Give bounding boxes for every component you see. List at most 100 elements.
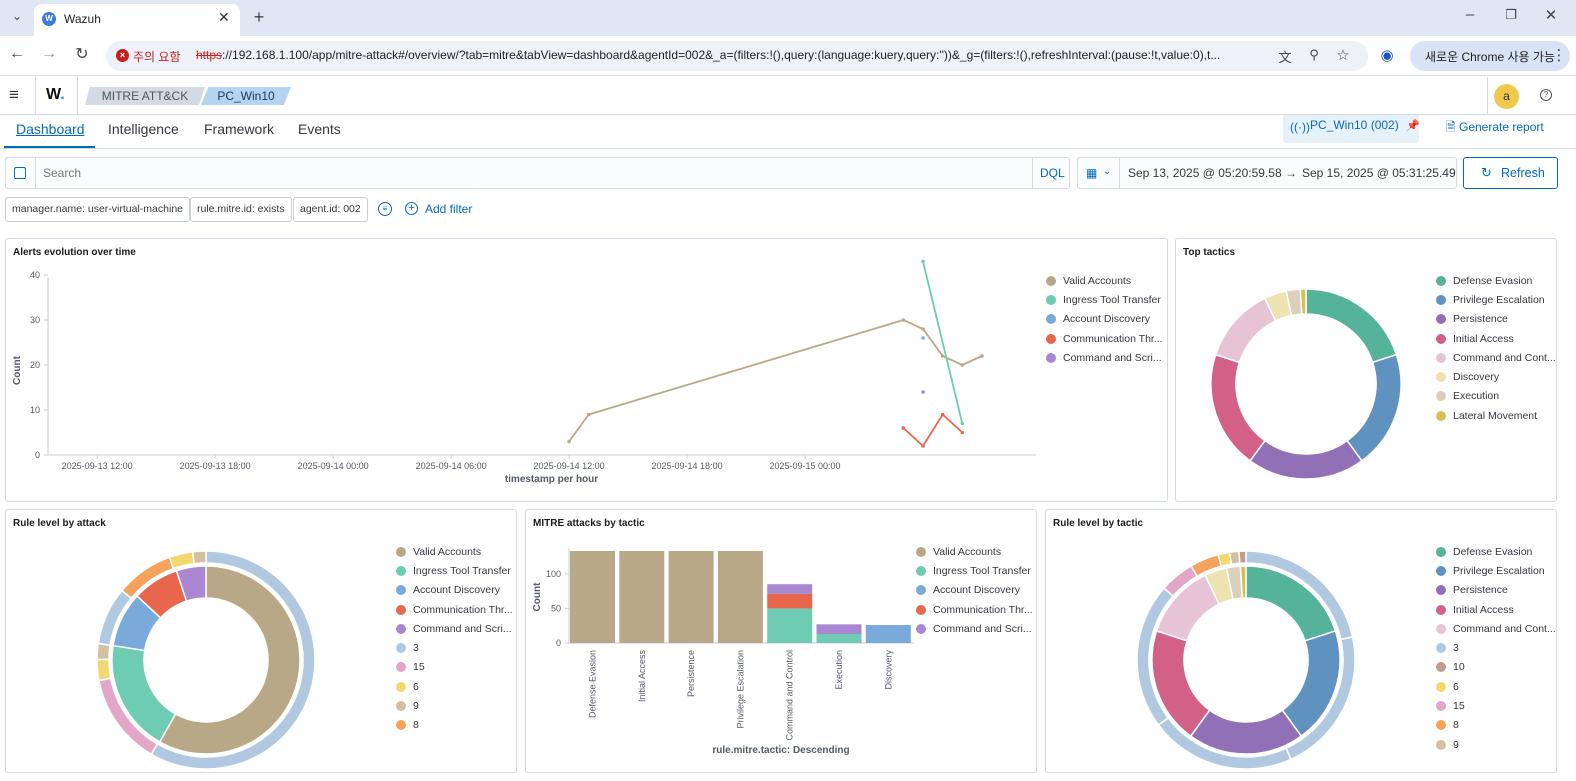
legend-item[interactable]: Privilege Escalation bbox=[1436, 561, 1556, 580]
legend-item[interactable]: 9 bbox=[1436, 735, 1556, 754]
legend-item[interactable]: Lateral Movement bbox=[1436, 406, 1556, 425]
legend-label: Account Discovery bbox=[413, 584, 500, 597]
window-close-icon[interactable]: ✕ bbox=[1544, 7, 1558, 24]
wazuh-logo[interactable]: W. bbox=[46, 86, 65, 103]
forward-icon[interactable]: → bbox=[41, 45, 57, 62]
add-filter-button[interactable]: Add filter bbox=[425, 202, 473, 216]
pin-icon[interactable]: 📌 bbox=[1406, 120, 1420, 132]
legend-item[interactable]: 9 bbox=[396, 696, 513, 715]
legend-item[interactable]: 6 bbox=[396, 677, 513, 696]
url-scheme: https bbox=[196, 48, 223, 62]
legend-item[interactable]: Command and Cont... bbox=[1436, 619, 1556, 638]
query-language-button[interactable]: DQL bbox=[1040, 166, 1065, 180]
legend-item[interactable]: Command and Scri... bbox=[1046, 348, 1163, 367]
legend-item[interactable]: Discovery bbox=[1436, 367, 1556, 386]
legend-item[interactable]: Command and Cont... bbox=[1436, 348, 1556, 367]
browser-tab[interactable]: W Wazuh ✕ bbox=[34, 4, 240, 36]
legend-item[interactable]: Account Discovery bbox=[396, 581, 513, 600]
bar-segment bbox=[816, 634, 862, 643]
tab-dashboard[interactable]: Dashboard bbox=[16, 121, 85, 137]
filter-pill-agent[interactable]: agent.id: 002 bbox=[293, 197, 368, 222]
legend-item[interactable]: Command and Scri... bbox=[916, 619, 1033, 638]
legend-item[interactable]: 8 bbox=[396, 716, 513, 735]
quick-menu-button[interactable]: ▦ ⌄ bbox=[1078, 158, 1120, 188]
legend-item[interactable]: Persistence bbox=[1436, 310, 1556, 329]
breadcrumb-mitre-attack[interactable]: MITRE ATT&CK bbox=[85, 87, 205, 105]
user-avatar[interactable]: a bbox=[1494, 84, 1519, 109]
browser-menu-icon[interactable]: ⋮ bbox=[1551, 47, 1567, 64]
legend-item[interactable]: Communication Thr... bbox=[916, 600, 1033, 619]
data-point bbox=[921, 444, 925, 448]
legend-item[interactable]: Execution bbox=[1436, 387, 1556, 406]
restore-icon[interactable]: ❐ bbox=[1505, 7, 1517, 22]
security-warning[interactable]: 주의 요함 bbox=[133, 50, 181, 64]
hamburger-menu-icon[interactable]: ≡ bbox=[9, 85, 19, 104]
new-tab-icon[interactable]: + bbox=[253, 7, 265, 27]
address-bar[interactable]: × 주의 요함 https://192.168.1.100/app/mitre-… bbox=[106, 41, 1368, 71]
legend-item[interactable]: Account Discovery bbox=[1046, 310, 1163, 329]
tab-intelligence[interactable]: Intelligence bbox=[108, 121, 179, 137]
legend-item[interactable]: 3 bbox=[1436, 638, 1556, 657]
legend-item[interactable]: Ingress Tool Transfer bbox=[916, 561, 1033, 580]
legend-item[interactable]: Ingress Tool Transfer bbox=[1046, 290, 1163, 309]
legend-item[interactable]: Valid Accounts bbox=[396, 542, 513, 561]
legend-item[interactable]: Command and Scri... bbox=[396, 619, 513, 638]
saved-query-button[interactable] bbox=[6, 158, 36, 188]
translate-icon[interactable]: ⽂ bbox=[1278, 50, 1292, 65]
legend-item[interactable]: Ingress Tool Transfer bbox=[396, 561, 513, 580]
legend-item[interactable]: Initial Access bbox=[1436, 329, 1556, 348]
legend-item[interactable]: Valid Accounts bbox=[916, 542, 1033, 561]
generate-report-button[interactable]: 🗎 Generate report bbox=[1446, 118, 1544, 139]
start-date[interactable]: Sep 13, 2025 @ 05:20:59.58 bbox=[1128, 166, 1282, 180]
tab-search-chevron-icon[interactable]: ⌄ bbox=[11, 9, 23, 23]
filter-pill-mitre-id[interactable]: rule.mitre.id: exists bbox=[190, 197, 292, 222]
search-bar: DQL bbox=[5, 157, 1070, 189]
legend-item[interactable]: 15 bbox=[396, 658, 513, 677]
legend-item[interactable]: Initial Access bbox=[1436, 600, 1556, 619]
legend-item[interactable]: Communication Thr... bbox=[1046, 329, 1163, 348]
data-point bbox=[921, 336, 925, 340]
tab-close-icon[interactable]: ✕ bbox=[218, 9, 230, 25]
filter-pill-manager[interactable]: manager.name: user-virtual-machine bbox=[5, 197, 190, 222]
filter-options-icon[interactable]: ≡ bbox=[378, 202, 392, 216]
legend-item[interactable]: Defense Evasion bbox=[1436, 271, 1556, 290]
legend-item[interactable]: Privilege Escalation bbox=[1436, 290, 1556, 309]
breadcrumb-agent[interactable]: PC_Win10 bbox=[201, 87, 291, 105]
legend-item[interactable]: 8 bbox=[1436, 716, 1556, 735]
legend-swatch bbox=[1046, 314, 1056, 325]
legend-item[interactable]: Valid Accounts bbox=[1046, 271, 1163, 290]
bookmark-star-icon[interactable]: ☆ bbox=[1336, 47, 1350, 64]
data-point bbox=[940, 354, 945, 358]
reload-icon[interactable]: ↻ bbox=[75, 46, 89, 63]
alerts-evolution-legend: Valid Accounts Ingress Tool Transfer Acc… bbox=[1046, 271, 1163, 367]
pie-slice bbox=[1210, 353, 1266, 462]
data-point bbox=[980, 354, 984, 358]
legend-item[interactable]: Account Discovery bbox=[916, 581, 1033, 600]
legend-swatch bbox=[396, 662, 406, 673]
legend-item[interactable]: Defense Evasion bbox=[1436, 542, 1556, 561]
back-icon[interactable]: ← bbox=[9, 45, 25, 62]
legend-label: 8 bbox=[413, 719, 419, 732]
new-chrome-available-button[interactable]: 새로운 Chrome 사용 가능 bbox=[1410, 41, 1570, 71]
search-input[interactable] bbox=[37, 158, 1031, 188]
legend-item[interactable]: Communication Thr... bbox=[396, 600, 513, 619]
legend-item[interactable]: 6 bbox=[1436, 677, 1556, 696]
pie-slice-outer bbox=[96, 642, 111, 661]
minimize-icon[interactable]: – bbox=[1465, 6, 1475, 23]
tab-events[interactable]: Events bbox=[298, 121, 341, 137]
end-date[interactable]: Sep 15, 2025 @ 05:31:25.49 bbox=[1302, 166, 1456, 180]
refresh-button[interactable]: ↻ Refresh bbox=[1463, 157, 1558, 189]
zoom-icon[interactable]: ⚲ bbox=[1309, 47, 1319, 62]
agent-badge[interactable]: ((·)) PC_Win10 (002) 📌 bbox=[1283, 115, 1420, 143]
legend-item[interactable]: 15 bbox=[1436, 696, 1556, 715]
legend-item[interactable]: Persistence bbox=[1436, 581, 1556, 600]
legend-swatch bbox=[916, 604, 926, 615]
add-filter-icon[interactable]: + bbox=[405, 202, 418, 215]
legend-item[interactable]: 3 bbox=[396, 638, 513, 657]
url-text[interactable]: https://192.168.1.100/app/mitre-attack#/… bbox=[196, 48, 1276, 62]
legend-label: Account Discovery bbox=[933, 584, 1020, 597]
legend-item[interactable]: 10 bbox=[1436, 658, 1556, 677]
profile-icon[interactable]: ◉ bbox=[1380, 47, 1394, 64]
tab-framework[interactable]: Framework bbox=[204, 121, 275, 137]
help-icon[interactable]: ? bbox=[1540, 89, 1552, 101]
